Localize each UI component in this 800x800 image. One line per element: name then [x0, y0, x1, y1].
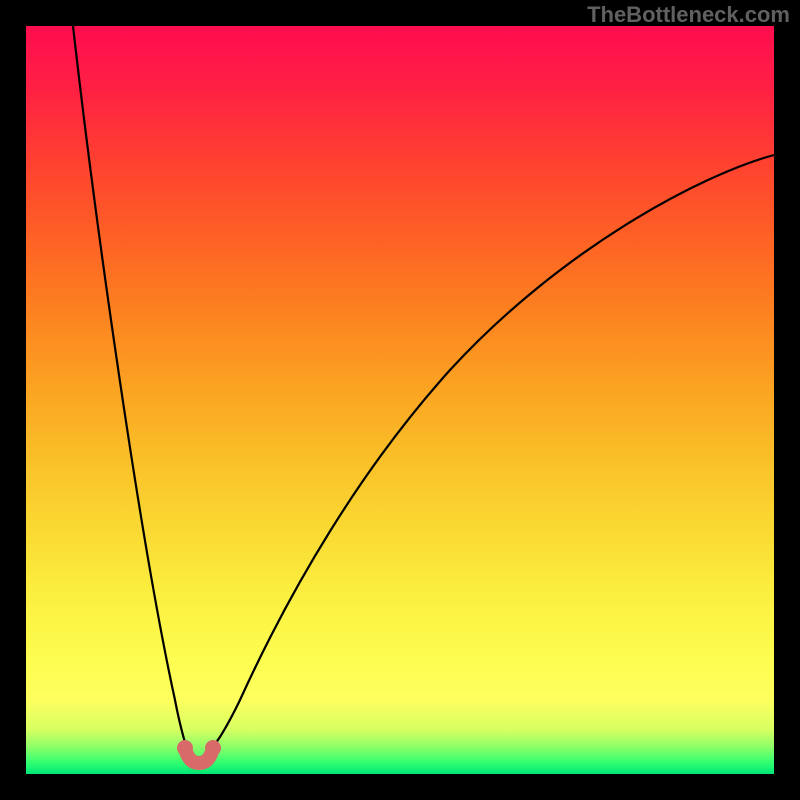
marker-endpoint-right	[205, 740, 221, 756]
bottleneck-plot	[0, 0, 800, 800]
watermark-label: TheBottleneck.com	[587, 2, 790, 28]
chart-container: TheBottleneck.com	[0, 0, 800, 800]
heatmap-background	[26, 26, 774, 774]
